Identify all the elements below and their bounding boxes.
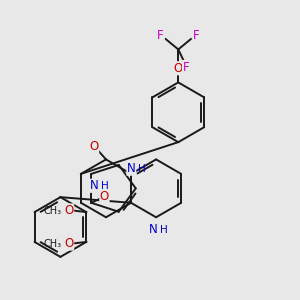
Text: H: H — [101, 181, 109, 191]
Text: F: F — [182, 61, 189, 74]
Text: O: O — [174, 62, 183, 75]
Text: O: O — [64, 204, 74, 217]
Text: F: F — [158, 29, 164, 42]
Text: N: N — [127, 162, 136, 175]
Text: H: H — [160, 225, 168, 235]
Text: O: O — [100, 190, 109, 203]
Text: CH₃: CH₃ — [43, 206, 61, 215]
Text: H: H — [138, 164, 146, 174]
Text: CH₃: CH₃ — [43, 238, 61, 248]
Text: O: O — [89, 140, 99, 153]
Text: O: O — [64, 237, 74, 250]
Text: F: F — [193, 29, 199, 42]
Text: N: N — [90, 179, 99, 192]
Text: N: N — [148, 223, 157, 236]
